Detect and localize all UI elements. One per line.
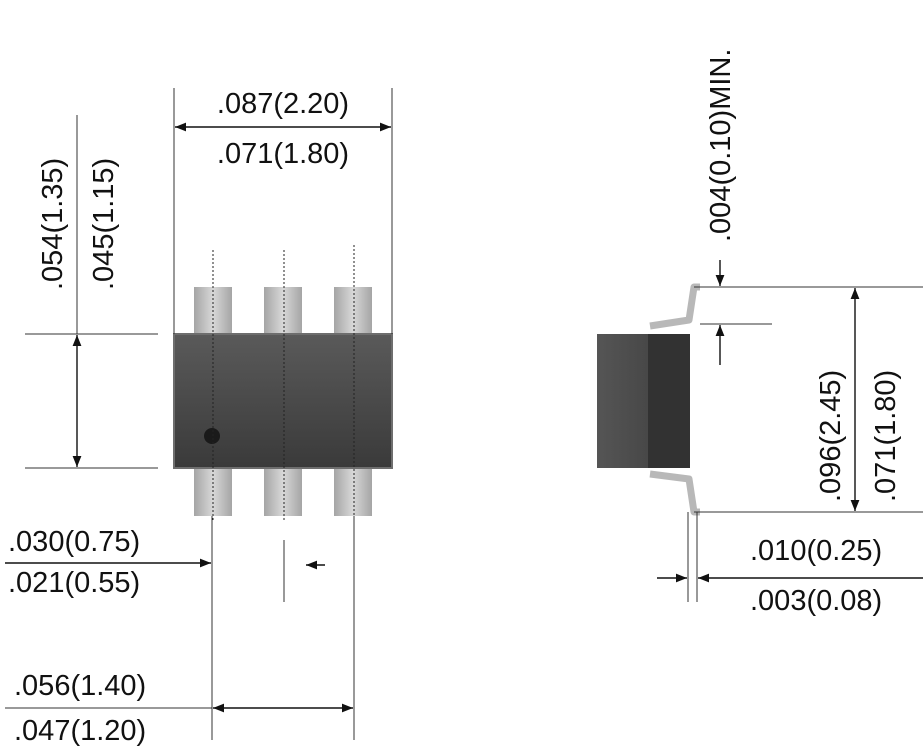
top-view: .087(2.20) .071(1.80) .054(1.35) .045(1.… [5, 88, 393, 747]
lead-3 [334, 287, 372, 335]
lead-thickness-min: .003(0.08) [750, 585, 882, 617]
lead-2 [264, 287, 302, 335]
body-width-max: .087(2.20) [217, 88, 349, 120]
top-leads [194, 287, 372, 335]
side-body-face [648, 334, 690, 468]
overall-height-min: .071(1.80) [870, 370, 902, 502]
body-height-min: .045(1.15) [88, 158, 120, 290]
bottom-leads [194, 466, 372, 516]
body-width-min: .071(1.80) [217, 138, 349, 170]
lead-thickness-max: .010(0.25) [750, 535, 882, 567]
overall-height-max: .096(2.45) [815, 370, 847, 502]
package-body [173, 333, 393, 469]
body-height-max: .054(1.35) [37, 158, 69, 290]
lead-width-max: .030(0.75) [8, 526, 140, 558]
side-view: .096(2.45) .071(1.80) .004(0.10)MIN. .01… [597, 49, 923, 617]
pin1-dot [204, 428, 220, 444]
lead-5 [264, 466, 302, 516]
lead-width-min: .021(0.55) [8, 567, 140, 599]
standoff-label: .004(0.10)MIN. [705, 49, 737, 242]
pitch-min: .047(1.20) [14, 715, 146, 747]
pitch-max: .056(1.40) [14, 670, 146, 702]
lead-6 [334, 466, 372, 516]
